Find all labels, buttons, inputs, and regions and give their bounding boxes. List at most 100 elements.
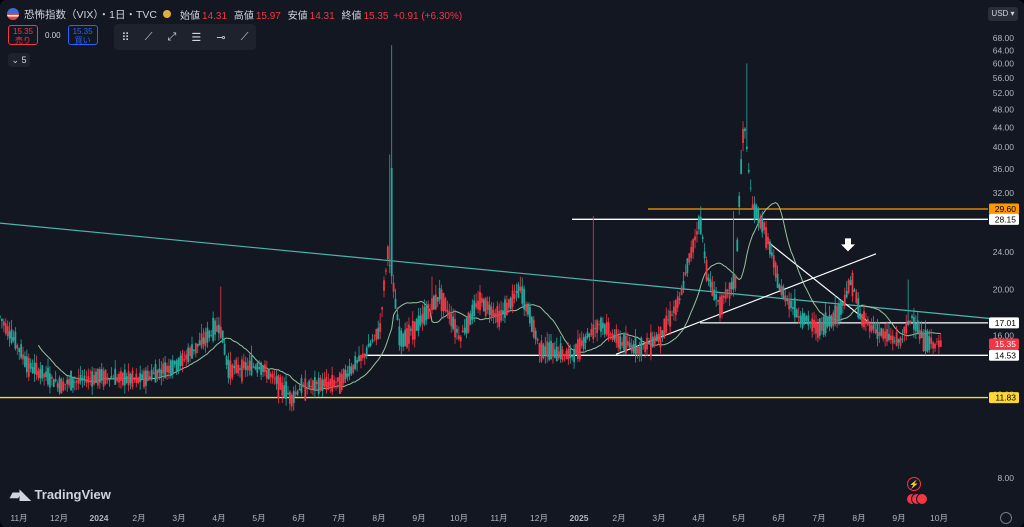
- candle-body: [897, 339, 900, 343]
- candle-body: [797, 316, 800, 318]
- candle-body: [54, 379, 57, 382]
- candle-body: [446, 309, 449, 313]
- candle-body: [605, 321, 608, 335]
- candle-body: [907, 320, 910, 325]
- candle-body: [665, 315, 668, 333]
- legend-toggle-button[interactable]: ⌄ 5: [8, 53, 30, 67]
- candle-body: [118, 373, 120, 383]
- candle-body: [206, 327, 209, 343]
- candle-body: [448, 311, 451, 319]
- candle-body: [385, 270, 387, 272]
- candle-body: [757, 209, 760, 224]
- settings-icon[interactable]: [1000, 512, 1012, 524]
- market-status-icon[interactable]: [163, 10, 172, 18]
- candle-body: [360, 354, 362, 361]
- events-icon[interactable]: [906, 493, 928, 505]
- candle-body: [529, 306, 531, 324]
- buy-button[interactable]: 15.35 買い: [67, 25, 98, 45]
- candle-body: [807, 315, 810, 326]
- candle-body: [319, 377, 322, 391]
- candle-body: [532, 319, 535, 338]
- candle-body: [267, 369, 270, 379]
- candle-body: [287, 392, 289, 395]
- candle-body: [33, 362, 36, 374]
- trendline-tool-icon[interactable]: ⟋: [144, 30, 153, 43]
- candle-body: [419, 315, 422, 326]
- trend-line: [767, 241, 869, 323]
- candle-body: [231, 364, 234, 378]
- candle-body: [661, 330, 664, 336]
- candle-body: [930, 337, 933, 345]
- candle-body: [803, 313, 806, 325]
- sell-button[interactable]: 15.35 売り: [8, 25, 38, 45]
- low-value: 14.31: [309, 10, 335, 22]
- candle-body: [905, 323, 908, 334]
- candle-body: [484, 297, 487, 317]
- candle-body: [183, 359, 186, 361]
- candle-body: [43, 373, 46, 378]
- currency-selector[interactable]: USD ▾: [988, 7, 1018, 21]
- candle-body: [865, 321, 867, 324]
- candle-body: [219, 326, 222, 338]
- x-tick-label: 8月: [372, 513, 385, 523]
- candle-body: [442, 293, 445, 312]
- candle-body: [296, 390, 299, 395]
- candle-body: [400, 330, 403, 347]
- brush-tool-icon[interactable]: ⟋: [240, 30, 249, 43]
- candle-body: [214, 320, 216, 335]
- candle-body: [58, 377, 61, 393]
- candle-body: [154, 364, 157, 383]
- candle-body: [369, 342, 372, 346]
- candle-body: [361, 353, 364, 358]
- candle-body: [16, 344, 19, 349]
- candle-body: [415, 318, 418, 331]
- candle-body: [93, 374, 95, 385]
- candle-body: [615, 329, 618, 344]
- drag-handle-icon[interactable]: ⠿: [121, 31, 130, 44]
- candle-body: [221, 330, 224, 344]
- candle-body: [177, 358, 180, 371]
- candle-body: [601, 322, 604, 329]
- candle-body: [363, 353, 366, 358]
- candle-body: [880, 328, 883, 336]
- candle-body: [563, 354, 566, 356]
- candle-body: [24, 356, 26, 367]
- ray-tool-icon[interactable]: ⤢: [167, 30, 177, 43]
- candle-body: [776, 273, 779, 288]
- candle-body: [632, 343, 635, 353]
- price-label-box: [989, 213, 1019, 225]
- fib-tool-icon[interactable]: ☰: [191, 31, 202, 44]
- candle-body: [559, 343, 562, 360]
- low-label: 安値: [287, 10, 308, 22]
- y-tick-label: 56.00: [993, 73, 1015, 83]
- lightning-icon[interactable]: ⚡: [907, 477, 921, 491]
- candle-body: [77, 377, 80, 384]
- candle-body: [193, 349, 195, 352]
- sell-price: 15.35: [12, 27, 34, 36]
- y-tick-label: 44.00: [993, 123, 1015, 133]
- candle-body: [845, 290, 848, 298]
- candle-body: [813, 319, 815, 328]
- candle-body: [308, 380, 311, 388]
- candle-body: [482, 299, 485, 312]
- candle-body: [527, 303, 529, 315]
- candle-body: [406, 328, 408, 348]
- x-tick-label: 8月: [852, 513, 865, 523]
- candle-body: [557, 351, 560, 358]
- candle-body: [732, 273, 735, 290]
- candle-body: [863, 311, 865, 328]
- candle-body: [688, 253, 691, 263]
- candle-body: [582, 337, 585, 349]
- candle-body: [617, 335, 620, 348]
- candle-body: [502, 310, 504, 314]
- horizontal-line-tool-icon[interactable]: ⊸: [216, 31, 226, 44]
- candle-body: [329, 379, 332, 387]
- candle-body: [39, 368, 42, 379]
- symbol-title[interactable]: 恐怖指数（VIX）・1日・TVC: [24, 8, 158, 21]
- candle-body: [365, 347, 368, 357]
- candle-body: [651, 336, 654, 347]
- candle-body: [386, 246, 389, 260]
- candle-body: [899, 337, 902, 346]
- candle-body: [696, 231, 698, 235]
